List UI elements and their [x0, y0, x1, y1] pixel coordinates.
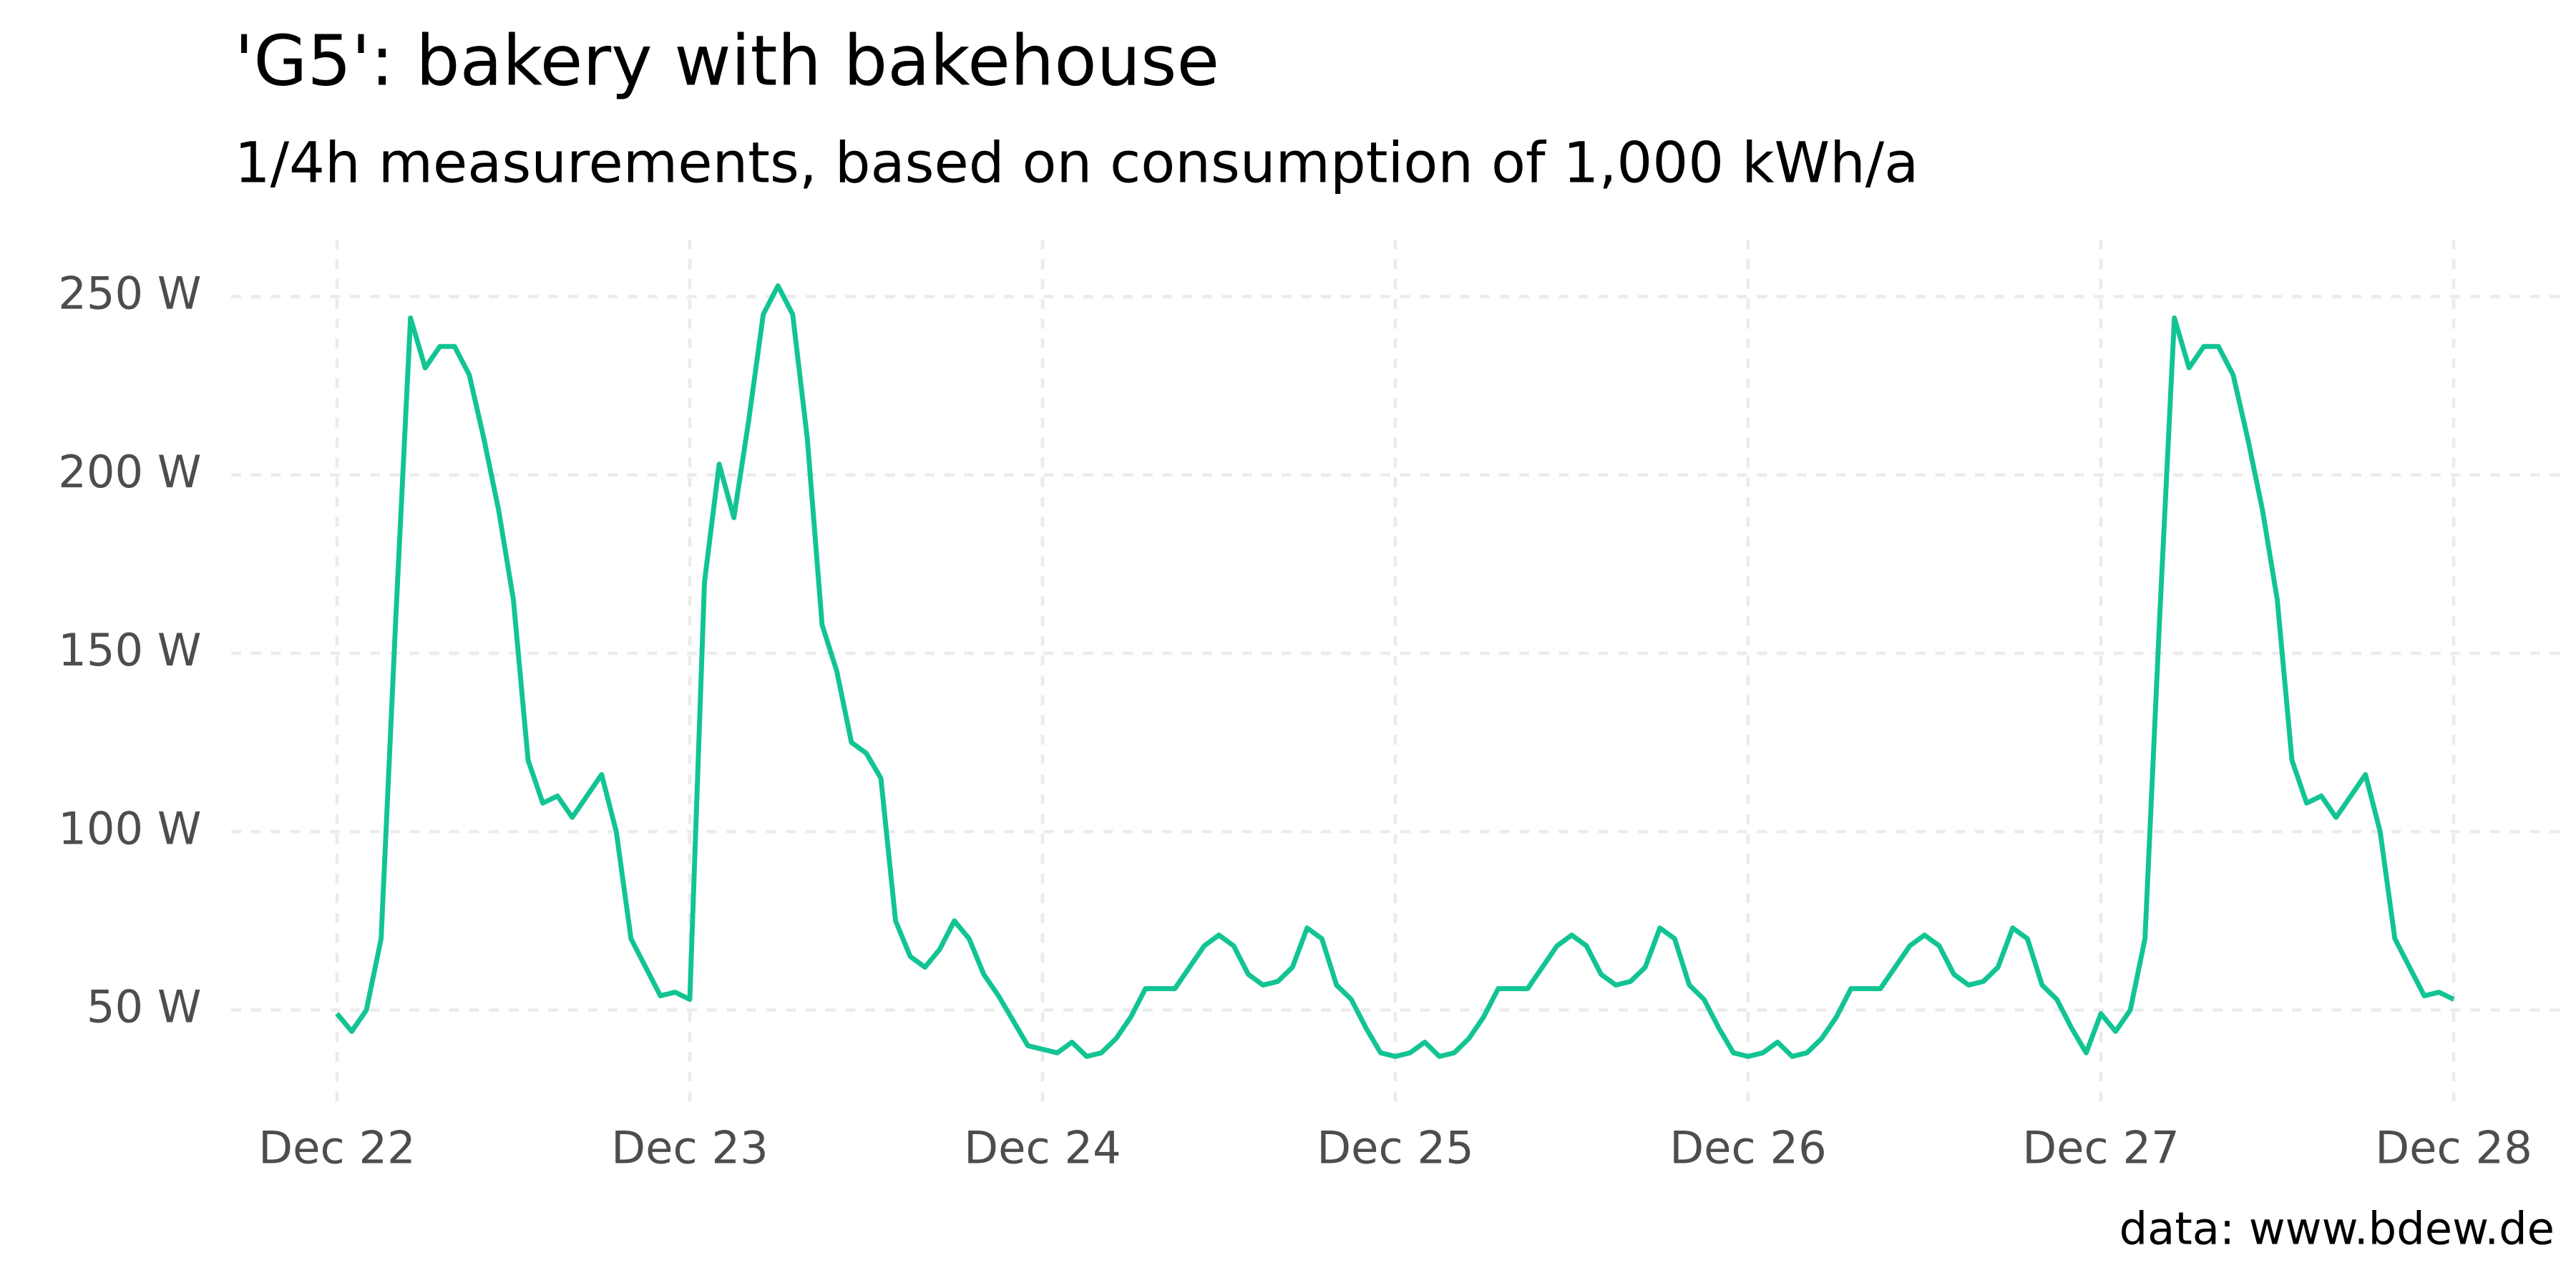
x-tick-label: Dec 23: [611, 1122, 769, 1174]
chart-title: 'G5': bakery with bakehouse: [235, 21, 1219, 102]
chart-subtitle: 1/4h measurements, based on consumption …: [235, 130, 1919, 196]
y-tick-label: 250 W: [58, 267, 201, 319]
x-tick-label: Dec 22: [258, 1122, 416, 1174]
y-tick-label: 200 W: [58, 446, 201, 498]
caption: data: www.bdew.de: [2119, 1203, 2555, 1255]
x-tick-label: Dec 27: [2022, 1122, 2180, 1174]
y-tick-label: 50 W: [87, 981, 202, 1033]
x-tick-label: Dec 26: [1669, 1122, 1827, 1174]
y-tick-label: 150 W: [58, 624, 201, 676]
x-tick-label: Dec 28: [2375, 1122, 2532, 1174]
line-series: [335, 283, 2455, 1059]
y-tick-label: 100 W: [58, 802, 201, 854]
x-tick-label: Dec 25: [1317, 1122, 1474, 1174]
x-tick-label: Dec 24: [964, 1122, 1121, 1174]
